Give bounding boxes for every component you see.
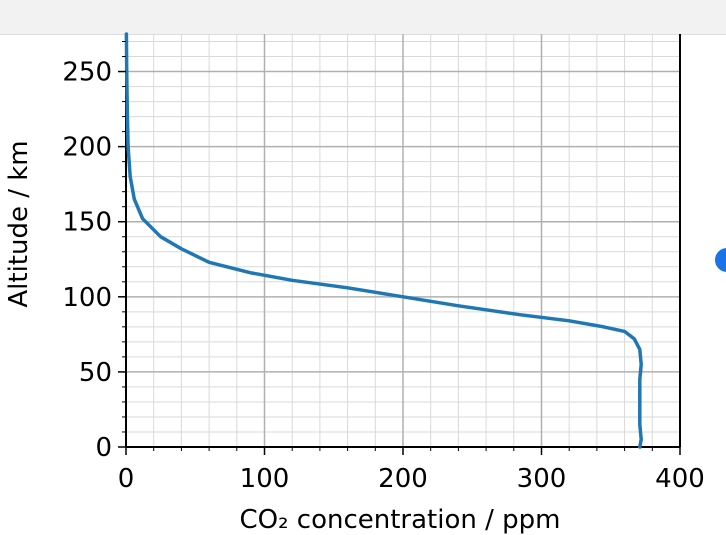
x-tick-label: 400 bbox=[655, 464, 705, 494]
window-top-bar bbox=[0, 0, 726, 35]
y-tick-label: 50 bbox=[79, 358, 112, 388]
x-axis-label: CO₂ concentration / ppm bbox=[239, 505, 560, 535]
y-tick-label: 150 bbox=[62, 208, 112, 238]
x-tick-label: 100 bbox=[240, 464, 290, 494]
x-tick-label: 300 bbox=[517, 464, 567, 494]
y-tick-label: 200 bbox=[62, 133, 112, 163]
series-line-co2 bbox=[124, 32, 643, 449]
y-axis-label: Altitude / km bbox=[4, 140, 34, 307]
series-layer bbox=[124, 32, 643, 449]
ticks: 0 100 200 300 400 0 50 100 150 200 250 bbox=[62, 41, 705, 494]
y-tick-label: 250 bbox=[62, 58, 112, 88]
side-panel-toggle[interactable] bbox=[715, 248, 726, 272]
y-tick-label: 0 bbox=[95, 433, 112, 463]
y-tick-label: 100 bbox=[62, 283, 112, 313]
x-tick-label: 0 bbox=[118, 464, 135, 494]
x-tick-label: 200 bbox=[378, 464, 428, 494]
